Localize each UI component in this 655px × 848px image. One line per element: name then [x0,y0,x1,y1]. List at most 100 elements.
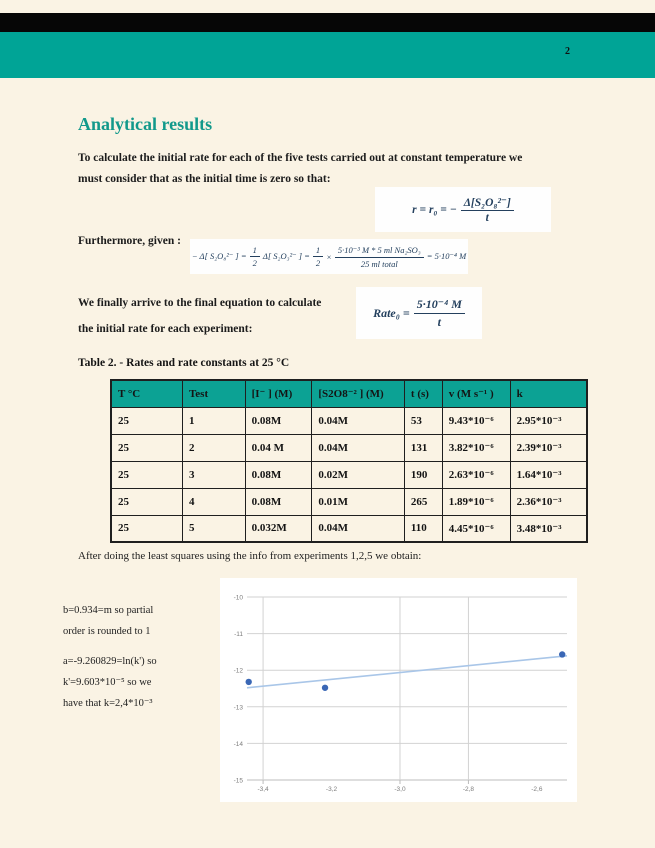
page-number: 2 [565,46,570,57]
eq2-main-den: 25 ml total [360,258,398,269]
y-axis-tick-label: -10 [234,595,244,602]
least-squares-analysis: b=0.934=m so partial order is rounded to… [63,600,235,714]
after-table-text: After doing the least squares using the … [78,550,422,562]
table-cell: 25 [110,460,183,489]
table-cell: 0.04 M [244,433,313,462]
table-row: 25 2 0.04 M 0.04M 131 3.82*10⁻⁶ 2.39*10⁻³ [110,433,588,462]
table-cell: 1 [181,406,246,435]
eq2-times-sign: × [326,251,332,262]
table-cell: 9.43*10⁻⁶ [441,406,511,435]
table-cell: 5 [181,514,246,543]
y-axis-tick-label: -12 [234,668,244,675]
eq1-fraction: Δ[S₂O₈²⁻] t [460,195,514,224]
table-cell: 110 [403,514,443,543]
eq2-main-fraction: 5·10⁻³ M * 5 ml Na₂SO₃ 25 ml total [334,245,424,269]
table-cell: 0.08M [244,406,313,435]
table-row: 25 5 0.032M 0.04M 110 4.45*10⁻⁶ 3.48*10⁻³ [110,514,588,543]
x-axis-tick-label: -3,0 [394,786,406,793]
analysis-p1-line2: order is rounded to 1 [63,626,151,637]
table-header-cell: Test [181,379,246,408]
table-cell: 3.82*10⁻⁶ [441,433,511,462]
data-point [321,684,329,691]
eq2-half2-num: 1 [312,245,324,257]
scatter-chart: -10 -11 -12 -13 -14 -15 -3,4 -3,2 -3,0 -2,8 -2,6 [220,578,577,802]
eq1-lhs: r = r₀ = − [412,203,457,216]
furthermore-label: Furthermore, given : [78,235,181,247]
table-cell: 190 [403,460,443,489]
table-cell: 25 [110,433,183,462]
table-cell: 3 [181,460,246,489]
table-row: 25 4 0.08M 0.01M 265 1.89*10⁻⁶ 2.36*10⁻³ [110,487,588,516]
y-axis-tick-label: -13 [234,704,244,711]
scatter-chart-svg: -10 -11 -12 -13 -14 -15 -3,4 -3,2 -3,0 -2,8 -2,6 [234,595,568,793]
table-header-cell: v (M s⁻¹ ) [441,379,511,408]
equation-initial-rate: r = r₀ = − Δ[S₂O₈²⁻] t [375,187,551,232]
x-axis-tick-label: -3,2 [326,786,338,793]
eq2-half1-den: 2 [252,258,257,268]
analysis-p1-line1: b=0.934=m so partial [63,605,154,616]
table-header-cell: t (s) [403,379,443,408]
eq2-term2: Δ[ S₂O₃²⁻ ] = [262,251,310,261]
y-axis-tick-label: -11 [234,631,243,638]
eq3-denominator: t [437,314,442,329]
analysis-paragraph-1: b=0.934=m so partial order is rounded to… [63,600,235,642]
table-cell: 1.64*10⁻³ [509,460,588,489]
eq2-half2-den: 2 [315,258,321,268]
trend-line [246,655,568,689]
table-cell: 2.36*10⁻³ [509,487,588,516]
finally-line-2: the initial rate for each experiment: [78,323,253,335]
table-cell: 4 [181,487,246,516]
table-cell: 2 [181,433,246,462]
data-point [559,651,566,658]
table-cell: 2.39*10⁻³ [509,433,588,462]
intro-line-2: must consider that as the initial time i… [78,173,331,185]
eq2-result: = 5·10⁻⁴ M [426,251,467,261]
section-title: Analytical results [78,114,213,134]
equation-stoichiometry: − Δ[ S₂O₈²⁻ ] = 1 2 Δ[ S₂O₃²⁻ ] = 1 2 × … [190,239,468,274]
y-axis-tick-label: -15 [234,778,244,785]
table-header-cell: k [509,379,588,408]
analysis-p2-line1: a=-9.260829=ln(k') so [63,656,157,667]
eq2-half1-num: 1 [249,245,260,257]
table-cell: 3.48*10⁻³ [509,514,588,543]
table-cell: 25 [110,406,183,435]
rates-table: T °C Test [I⁻ ] (M) [S2O8⁻² ] (M) t (s) v (M … [110,379,588,543]
table-cell: 0.01M [311,487,405,516]
eq2-half-fraction-1: 1 2 [249,245,260,268]
eq2-main-num: 5·10⁻³ M * 5 ml Na₂SO₃ [334,245,424,258]
table-header-cell: [S2O8⁻² ] (M) [311,379,405,408]
table-cell: 131 [403,433,443,462]
intro-line-1: To calculate the initial rate for each o… [78,152,523,164]
table-cell: 0.04M [311,433,405,462]
analysis-p2-line3: have that k=2,4*10⁻³ [63,698,153,709]
intro-paragraph: To calculate the initial rate for each o… [78,148,598,190]
finally-paragraph: We finally arrive to the final equation … [78,290,348,342]
table-cell: 1.89*10⁻⁶ [441,487,511,516]
table-cell: 0.032M [244,514,313,543]
table-row: 25 1 0.08M 0.04M 53 9.43*10⁻⁶ 2.95*10⁻³ [110,406,588,435]
eq2-term1: − Δ[ S₂O₈²⁻ ] = [191,251,247,261]
table-header-cell: [I⁻ ] (M) [244,379,313,408]
eq1-numerator: Δ[S₂O₈²⁻] [460,195,514,211]
y-axis-tick-label: -14 [234,741,244,748]
table-cell: 4.45*10⁻⁶ [441,514,511,543]
table-cell: 25 [110,514,183,543]
table-cell: 0.04M [311,514,405,543]
table-header-row: T °C Test [I⁻ ] (M) [S2O8⁻² ] (M) t (s) v (M … [110,379,588,408]
top-teal-band: 2 [0,32,655,78]
table-header-cell: T °C [110,379,183,408]
eq3-numerator: 5·10⁻⁴ M [413,297,465,314]
eq3-lhs: Rate₀ = [373,305,410,320]
table-cell: 25 [110,487,183,516]
eq1-denominator: t [485,212,489,224]
equation-rate-formula: Rate₀ = 5·10⁻⁴ M t [356,287,482,339]
table-cell: 0.04M [311,406,405,435]
x-axis-tick-label: -2,8 [463,786,475,793]
table-cell: 2.63*10⁻⁶ [441,460,511,489]
table-cell: 2.95*10⁻³ [509,406,588,435]
eq2-half-fraction-2: 1 2 [312,245,324,268]
x-axis-tick-label: -3,4 [257,786,269,793]
top-black-bar [0,13,655,32]
table-caption: Table 2. - Rates and rate constants at 2… [78,357,290,369]
